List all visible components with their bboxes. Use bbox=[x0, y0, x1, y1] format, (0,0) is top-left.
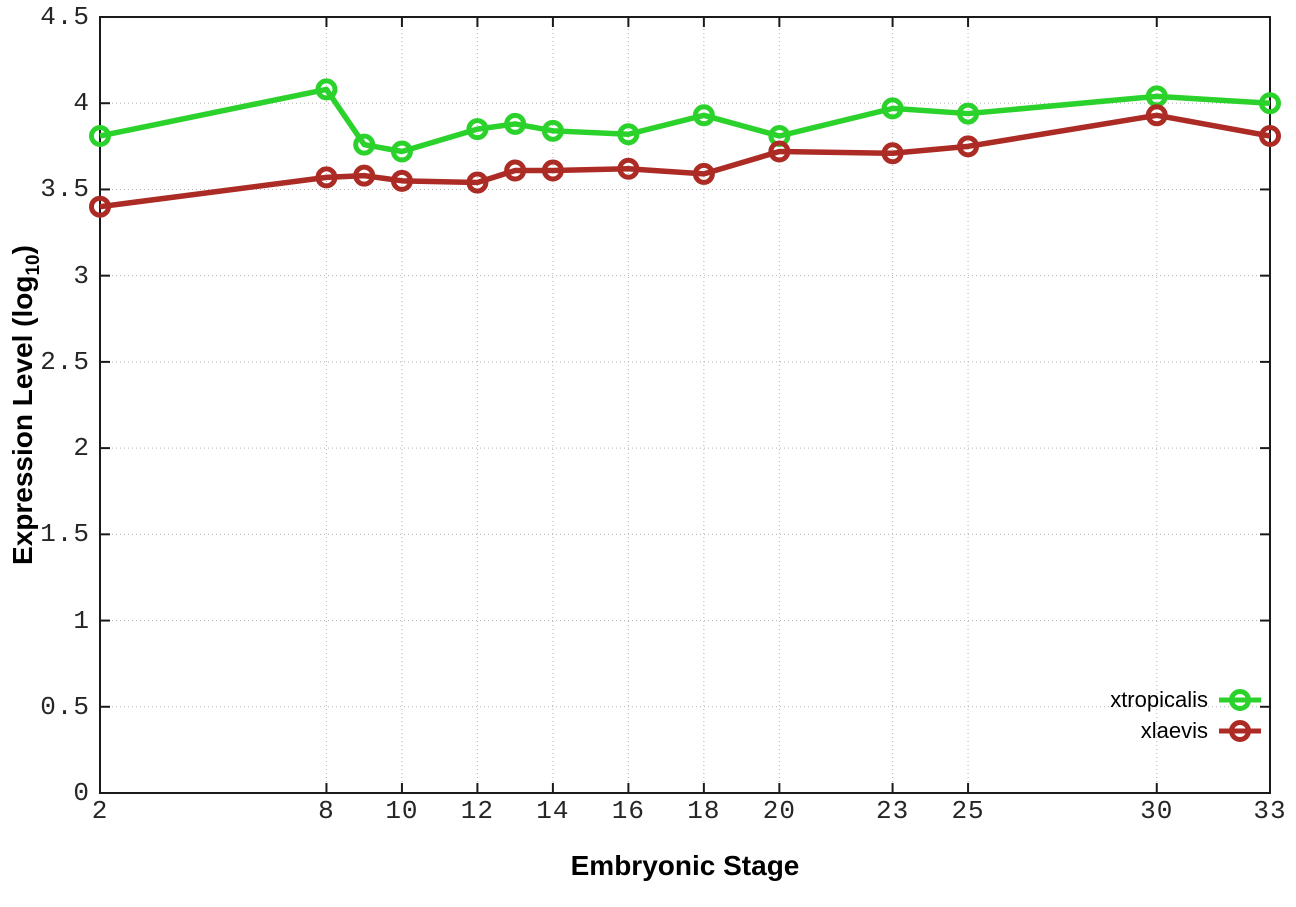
legend-entry-xtropicalis: xtropicalis bbox=[1110, 684, 1263, 715]
x-tick-label: 14 bbox=[536, 796, 570, 826]
y-tick-label: 4.5 bbox=[40, 2, 90, 32]
data-point-marker bbox=[315, 166, 338, 189]
data-point-marker bbox=[881, 97, 904, 120]
data-point-marker bbox=[881, 142, 904, 165]
data-point-marker bbox=[768, 140, 791, 163]
x-tick-label: 30 bbox=[1140, 796, 1174, 826]
data-point-marker bbox=[315, 78, 338, 101]
data-point-marker bbox=[390, 140, 413, 163]
legend-label: xlaevis bbox=[1140, 717, 1208, 743]
y-tick-label: 4 bbox=[73, 88, 90, 119]
legend-marker-icon bbox=[1219, 688, 1261, 711]
legend-sample-circle bbox=[1229, 688, 1251, 711]
legend-entry-xlaevis: xlaevis bbox=[1141, 715, 1263, 746]
y-tick-label: 2 bbox=[73, 433, 90, 464]
data-point-marker bbox=[541, 119, 564, 142]
y-tick-label: 3 bbox=[73, 260, 90, 291]
data-point-marker bbox=[957, 135, 980, 158]
data-point-marker bbox=[617, 157, 640, 180]
series-xtropicalis bbox=[89, 78, 1281, 163]
data-point-marker bbox=[957, 102, 980, 125]
x-tick-label: 20 bbox=[762, 796, 796, 826]
legend-marker-icon bbox=[1219, 719, 1261, 742]
gridlines bbox=[99, 16, 1271, 794]
y-tick-label: 0 bbox=[73, 778, 90, 808]
data-point-marker bbox=[353, 164, 376, 187]
plot-border bbox=[99, 16, 1271, 794]
x-tick-label: 33 bbox=[1253, 796, 1287, 826]
x-tick-label: 18 bbox=[687, 796, 721, 826]
legend: xtropicalis xlaevis bbox=[1110, 684, 1263, 746]
data-point-marker bbox=[504, 112, 527, 135]
legend-label: xtropicalis bbox=[1110, 686, 1208, 712]
series-xlaevis bbox=[89, 104, 1281, 218]
y-tick-label: 1 bbox=[73, 605, 90, 636]
data-point-marker bbox=[466, 171, 489, 194]
data-point-marker bbox=[390, 169, 413, 192]
data-point-marker bbox=[692, 162, 715, 185]
x-tick-label: 10 bbox=[385, 796, 419, 826]
y-axis-title-suffix: ) bbox=[7, 245, 39, 255]
data-point-marker bbox=[617, 123, 640, 146]
x-tick-label: 12 bbox=[460, 796, 495, 826]
axis-ticks bbox=[99, 16, 1271, 794]
data-point-marker bbox=[692, 104, 715, 127]
data-point-marker bbox=[504, 159, 527, 182]
x-tick-label: 2 bbox=[91, 796, 109, 826]
data-point-marker bbox=[1259, 124, 1281, 147]
data-point-marker bbox=[1259, 92, 1281, 115]
series-line-xtropicalis bbox=[99, 86, 1271, 155]
data-point-marker bbox=[353, 133, 376, 156]
x-tick-label: 25 bbox=[951, 796, 985, 826]
x-tick-label: 16 bbox=[611, 796, 645, 826]
x-tick-label: 8 bbox=[318, 796, 335, 826]
y-tick-label: 3.5 bbox=[40, 174, 90, 205]
data-point-marker bbox=[1145, 104, 1168, 127]
y-axis-title: Expression Level (log10) bbox=[7, 245, 45, 565]
legend-sample-circle bbox=[1229, 719, 1251, 742]
x-axis-title: Embryonic Stage bbox=[570, 850, 800, 881]
series-line-xlaevis bbox=[99, 112, 1271, 210]
data-point-marker bbox=[89, 195, 111, 218]
data-point-marker bbox=[541, 159, 564, 182]
data-point-marker bbox=[466, 118, 489, 141]
y-tick-label: 1.5 bbox=[40, 519, 90, 550]
x-tick-label: 23 bbox=[875, 796, 910, 826]
y-tick-label: 0.5 bbox=[40, 691, 90, 722]
y-tick-label: 2.5 bbox=[40, 346, 90, 377]
data-point-marker bbox=[89, 124, 111, 147]
